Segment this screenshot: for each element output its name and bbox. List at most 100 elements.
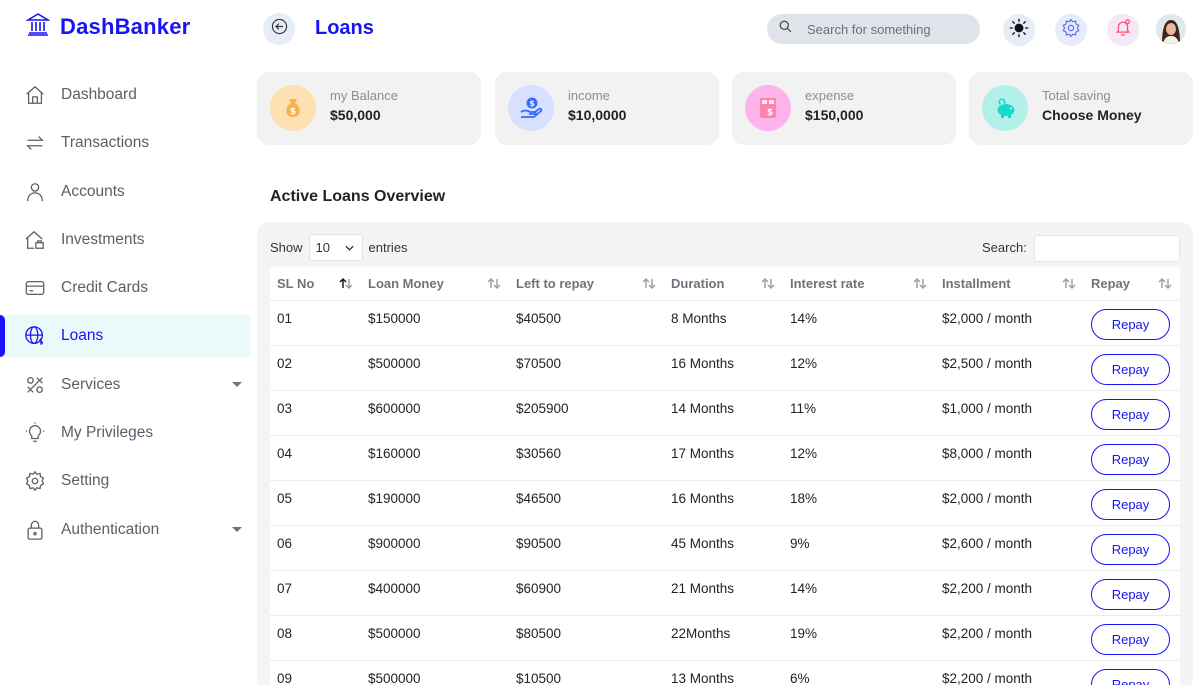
bill-icon: $	[745, 85, 791, 131]
sidebar-item-label: Setting	[61, 472, 110, 490]
table-cell: 6%	[783, 660, 935, 685]
chevron-down-icon	[232, 526, 242, 532]
repay-button[interactable]: Repay	[1091, 488, 1170, 520]
search-input[interactable]	[807, 21, 977, 37]
column-header-label: Interest rate	[790, 275, 865, 291]
sort-icon	[761, 278, 775, 289]
table-cell: $900000	[361, 525, 509, 571]
table-cell: 09	[270, 660, 361, 685]
entries-select[interactable]: 10	[308, 234, 363, 261]
sidebar-item-label: Authentication	[61, 520, 160, 538]
table-cell: $2,000 / month	[935, 300, 1084, 346]
notifications-button[interactable]	[1107, 14, 1139, 46]
table-cell: $1,000 / month	[935, 390, 1084, 436]
table-cell: $2,600 / month	[935, 525, 1084, 571]
table-cell: $2,200 / month	[935, 660, 1084, 685]
column-header[interactable]: Left to repay	[509, 267, 664, 301]
table-cell: 13 Months	[664, 660, 783, 685]
back-button[interactable]	[263, 13, 295, 45]
repay-button[interactable]: Repay	[1091, 443, 1170, 475]
sidebar-item-transactions[interactable]: Transactions	[0, 122, 250, 164]
bell-icon	[1113, 18, 1133, 43]
table-row: 09 $500000 $10500 13 Months 6% $2,200 / month…	[270, 660, 1180, 685]
sidebar-item-investments[interactable]: Investments	[0, 219, 250, 261]
sidebar-item-label: Investments	[61, 230, 145, 248]
table-cell: $2,500 / month	[935, 345, 1084, 391]
page-title: Loans	[315, 17, 374, 39]
repay-button[interactable]: Repay	[1091, 578, 1170, 610]
table-cell: 03	[270, 390, 361, 436]
repay-button[interactable]: Repay	[1091, 308, 1170, 340]
table-cell: Repay	[1084, 390, 1180, 436]
user-icon	[24, 181, 46, 203]
table-cell: 14 Months	[664, 390, 783, 436]
table-cell: 16 Months	[664, 345, 783, 391]
sort-icon	[487, 278, 501, 289]
column-header[interactable]: Duration	[664, 267, 783, 301]
income-card[interactable]: $ income $10,0000	[495, 72, 719, 145]
brand[interactable]: DashBanker	[25, 12, 190, 41]
services-icon	[24, 374, 46, 396]
sidebar-item-label: Transactions	[61, 134, 150, 152]
card-label: income	[568, 88, 610, 103]
card-value: $150,000	[805, 107, 864, 123]
piggy-bank-icon: $	[982, 85, 1028, 131]
sidebar-item-my-privileges[interactable]: My Privileges	[0, 412, 250, 454]
sidebar-item-label: Loans	[61, 327, 104, 345]
repay-button[interactable]: Repay	[1091, 668, 1170, 685]
column-header[interactable]: Installment	[935, 267, 1084, 301]
table-cell: 14%	[783, 300, 935, 346]
sidebar-item-credit-cards[interactable]: Credit Cards	[0, 267, 250, 309]
money-bag-icon: $	[270, 85, 316, 131]
svg-text:$: $	[1000, 100, 1004, 107]
svg-text:$: $	[290, 107, 296, 117]
repay-button[interactable]: Repay	[1091, 533, 1170, 565]
repay-button[interactable]: Repay	[1091, 398, 1170, 430]
table-cell: $2,000 / month	[935, 480, 1084, 526]
card-label: expense	[805, 88, 855, 103]
sidebar-item-loans[interactable]: Loans	[0, 315, 250, 358]
table-cell: $160000	[361, 435, 509, 481]
card-label: Total saving	[1042, 88, 1111, 103]
bank-icon	[25, 12, 51, 41]
column-header[interactable]: Loan Money	[361, 267, 509, 301]
chevron-down-icon	[344, 245, 354, 251]
theme-toggle-button[interactable]	[1003, 14, 1035, 46]
avatar[interactable]	[1156, 14, 1186, 44]
credit-card-icon	[24, 277, 46, 299]
table-row: 03 $600000 $205900 14 Months 11% $1,000 / mon…	[270, 390, 1180, 436]
sidebar-item-services[interactable]: Services	[0, 364, 250, 406]
table-cell: $8,000 / month	[935, 435, 1084, 481]
table-cell: $90500	[509, 525, 664, 571]
table-cell: $10500	[509, 660, 664, 685]
repay-button[interactable]: Repay	[1091, 353, 1170, 385]
sort-ascending-icon	[339, 278, 353, 289]
sort-icon	[1158, 278, 1172, 289]
table-search-input[interactable]	[1034, 235, 1180, 262]
sidebar-item-dashboard[interactable]: Dashboard	[0, 74, 250, 116]
gear-icon	[1061, 18, 1081, 43]
sidebar-item-authentication[interactable]: Authentication	[0, 509, 250, 551]
column-header[interactable]: SL No	[270, 267, 361, 301]
sidebar-item-setting[interactable]: Setting	[0, 460, 250, 502]
header-search[interactable]	[767, 14, 980, 44]
balance-card[interactable]: $ my Balance $50,000	[257, 72, 481, 145]
table-cell: 12%	[783, 345, 935, 391]
column-header[interactable]: Repay	[1084, 267, 1180, 301]
settings-button[interactable]	[1055, 14, 1087, 46]
sidebar-item-label: Accounts	[61, 182, 125, 200]
table-cell: 12%	[783, 435, 935, 481]
sidebar-item-accounts[interactable]: Accounts	[0, 171, 250, 213]
saving-card[interactable]: $ Total saving Choose Money	[969, 72, 1193, 145]
table-cell: Repay	[1084, 615, 1180, 661]
repay-button[interactable]: Repay	[1091, 623, 1170, 655]
table-cell: 01	[270, 300, 361, 346]
table-cell: $190000	[361, 480, 509, 526]
column-header-label: Loan Money	[368, 275, 444, 291]
column-header-label: Repay	[1091, 275, 1131, 291]
table-cell: 19%	[783, 615, 935, 661]
table-row: 01 $150000 $40500 8 Months 14% $2,000 / month…	[270, 300, 1180, 346]
expense-card[interactable]: $ expense $150,000	[732, 72, 956, 145]
sidebar-item-label: Dashboard	[61, 86, 137, 103]
column-header[interactable]: Interest rate	[783, 267, 935, 301]
